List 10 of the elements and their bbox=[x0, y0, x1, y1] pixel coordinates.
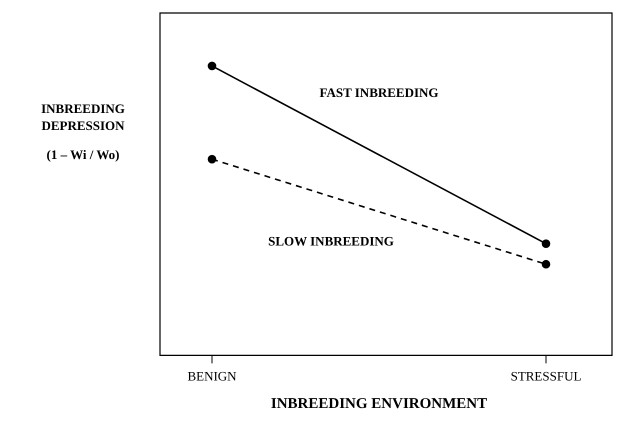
y-axis-title: INBREEDING DEPRESSION (1 – Wi / Wo) bbox=[40, 100, 126, 163]
series-label: SLOW INBREEDING bbox=[268, 234, 394, 249]
x-tick-label: BENIGN bbox=[187, 368, 238, 384]
point bbox=[208, 154, 216, 164]
x-tick-label: STRESSFUL bbox=[510, 368, 582, 384]
point bbox=[542, 260, 550, 269]
point bbox=[208, 62, 216, 70]
point bbox=[542, 239, 550, 248]
series-label: FAST INBREEDING bbox=[319, 84, 439, 100]
x-axis-title: INBREEDING ENVIRONMENT bbox=[270, 396, 488, 412]
